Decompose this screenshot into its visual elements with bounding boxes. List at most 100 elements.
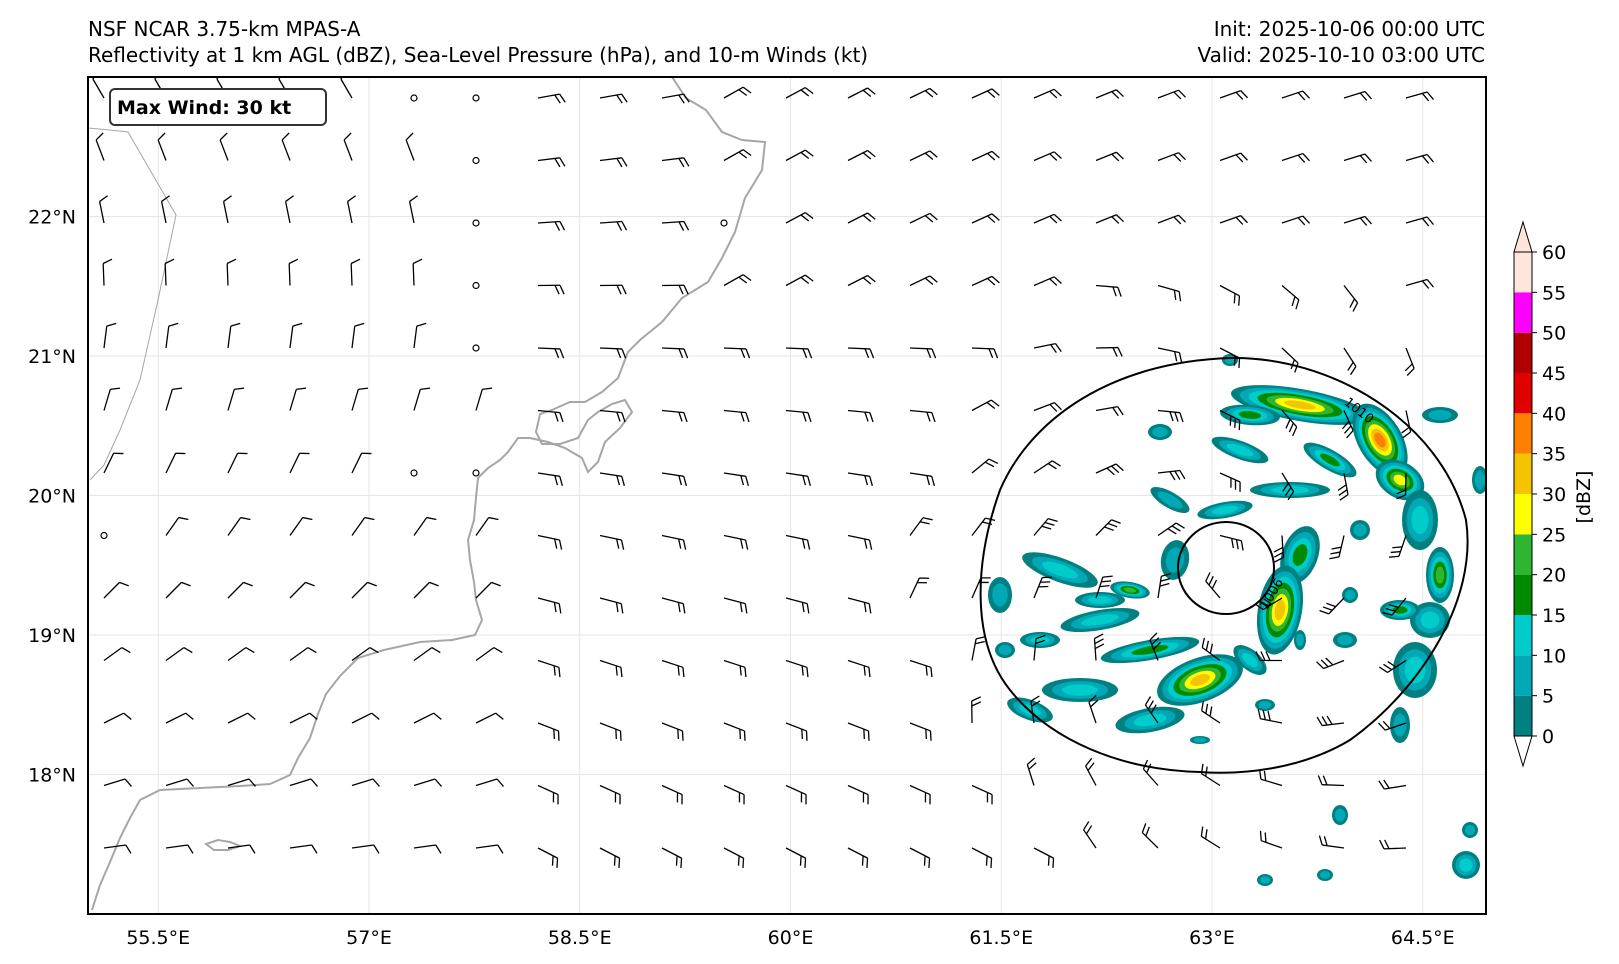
reflectivity-cell bbox=[1392, 606, 1408, 614]
wind-barb bbox=[227, 581, 253, 599]
colorbar-segment bbox=[1514, 655, 1532, 696]
colorbar-extend-low bbox=[1513, 735, 1533, 768]
wind-barb bbox=[1095, 151, 1124, 162]
lat-tick-label: 20°N bbox=[28, 486, 76, 508]
wind-barb bbox=[723, 347, 751, 359]
wind-barb bbox=[165, 452, 186, 474]
wind-barb bbox=[909, 87, 938, 99]
reflectivity-cell bbox=[1081, 614, 1119, 626]
wind-barb bbox=[1205, 572, 1221, 599]
wind-barb bbox=[289, 844, 318, 854]
colorbar-segment bbox=[1514, 252, 1532, 293]
wind-barb bbox=[281, 132, 291, 161]
wind-barb bbox=[1033, 213, 1062, 224]
wind-barb bbox=[160, 195, 170, 224]
wind-barb bbox=[1085, 757, 1097, 786]
colorbar-tick-label: 5 bbox=[1542, 686, 1554, 708]
wind-barb bbox=[1026, 757, 1037, 786]
isobar-1006 bbox=[1177, 521, 1275, 615]
wind-barb bbox=[537, 722, 560, 741]
wind-barb bbox=[103, 778, 132, 787]
wind-barb bbox=[289, 712, 318, 724]
lon-tick-label: 61.5°E bbox=[969, 927, 1033, 949]
colorbar-segment bbox=[1514, 453, 1532, 494]
reflectivity-cell bbox=[1238, 411, 1262, 419]
wind-barb bbox=[909, 472, 935, 486]
wind-barb bbox=[599, 534, 625, 550]
wind-barb bbox=[723, 722, 746, 741]
wind-barb bbox=[971, 847, 993, 868]
wind-barb bbox=[103, 581, 129, 599]
wind-barb bbox=[1033, 88, 1062, 99]
wind-barbs bbox=[92, 77, 1434, 868]
wind-barb bbox=[1255, 651, 1283, 662]
lat-tick-label: 19°N bbox=[28, 625, 76, 647]
wind-barb bbox=[599, 157, 628, 168]
wind-barb bbox=[847, 87, 876, 99]
wind-barb bbox=[723, 409, 750, 423]
wind-barb bbox=[1405, 216, 1434, 227]
wind-barb bbox=[1396, 472, 1407, 500]
wind-barb bbox=[1149, 632, 1161, 661]
wind-barb bbox=[971, 577, 991, 599]
lon-tick-label: 64.5°E bbox=[1391, 927, 1455, 949]
wind-barb bbox=[1219, 534, 1244, 551]
colorbar-tick-label: 15 bbox=[1542, 605, 1566, 627]
wind-barb bbox=[1033, 847, 1055, 868]
wind-barb bbox=[909, 275, 938, 287]
fields-title: Reflectivity at 1 km AGL (dBZ), Sea-Leve… bbox=[88, 43, 869, 67]
colorbar-tick-label: 20 bbox=[1542, 565, 1566, 587]
calm-wind-marker bbox=[100, 531, 108, 540]
colorbar-segment bbox=[1514, 534, 1532, 575]
wind-barb bbox=[1281, 215, 1310, 226]
reflectivity-cell bbox=[1259, 876, 1271, 884]
wind-barb bbox=[1317, 775, 1345, 787]
wind-barb bbox=[103, 322, 117, 349]
reflectivity-cell bbox=[1242, 652, 1258, 668]
colorbar-segment bbox=[1514, 332, 1532, 373]
wind-barb bbox=[599, 93, 628, 104]
wind-barb bbox=[165, 647, 193, 662]
colorbar-segment bbox=[1514, 373, 1532, 414]
wind-barb bbox=[599, 284, 627, 295]
wind-barb bbox=[98, 195, 108, 224]
wind-barb bbox=[909, 659, 933, 678]
wind-barb bbox=[408, 195, 418, 224]
wind-barb bbox=[847, 847, 869, 868]
wind-barb bbox=[1157, 347, 1183, 363]
lon-tick-label: 58.5°E bbox=[548, 927, 612, 949]
wind-barb bbox=[1316, 715, 1345, 727]
calm-wind-marker bbox=[472, 219, 480, 227]
reflectivity-cell bbox=[1226, 443, 1254, 457]
wind-barb bbox=[599, 659, 623, 678]
wind-barb bbox=[103, 452, 124, 474]
wind-barb bbox=[661, 220, 690, 231]
wind-barb bbox=[1281, 410, 1298, 437]
wind-barb bbox=[1329, 535, 1345, 560]
wind-barb bbox=[599, 722, 622, 741]
wind-barb bbox=[1257, 708, 1283, 724]
reflectivity-cell bbox=[1374, 432, 1386, 448]
wind-barb bbox=[785, 409, 812, 423]
wind-barb bbox=[165, 322, 179, 349]
reflectivity-cell bbox=[1353, 523, 1367, 537]
reflectivity-cell bbox=[1420, 611, 1440, 629]
wind-barb bbox=[661, 157, 690, 168]
wind-barb bbox=[475, 844, 504, 854]
border-line bbox=[88, 127, 177, 481]
wind-barb bbox=[1405, 278, 1434, 289]
wind-barb bbox=[537, 157, 566, 168]
wind-barb bbox=[413, 647, 441, 662]
wind-barb bbox=[661, 534, 687, 550]
colorbar-tick-label: 45 bbox=[1542, 363, 1566, 385]
calm-wind-marker bbox=[410, 469, 418, 477]
calm-wind-marker bbox=[472, 94, 480, 102]
wind-barb bbox=[412, 258, 423, 286]
wind-barb bbox=[847, 149, 876, 162]
wind-barb bbox=[723, 86, 752, 99]
wind-barb bbox=[405, 132, 415, 161]
wind-barb bbox=[351, 647, 379, 662]
wind-barb bbox=[1095, 284, 1122, 297]
wind-barb bbox=[103, 387, 121, 411]
reflectivity-cell bbox=[1393, 474, 1407, 486]
